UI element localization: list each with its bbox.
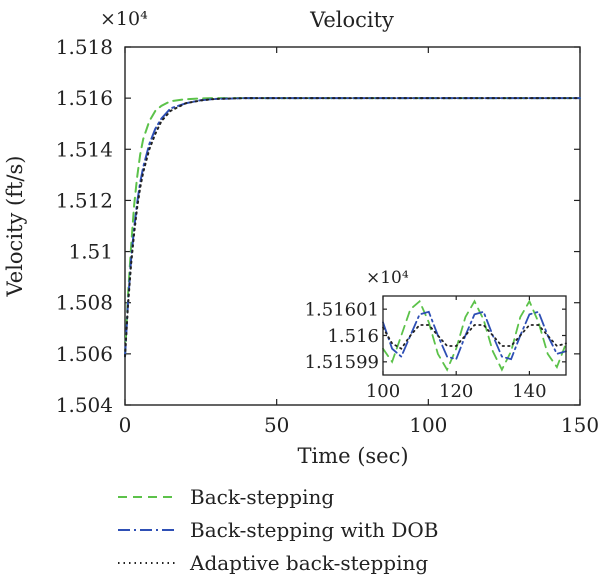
inset-y-axis: 1.51601 1.516 1.51599 — [305, 299, 566, 373]
legend-item: Back-stepping with DOB — [118, 518, 438, 542]
legend-label: Adaptive back-stepping — [189, 551, 428, 575]
chart-title: Velocity — [309, 8, 394, 32]
main-x-axis: 0 50 100 150 — [119, 47, 599, 437]
inset-y-tick-label: 1.51599 — [305, 352, 379, 373]
inset-series-line-3 — [382, 324, 567, 350]
inset-x-axis: 100 120 140 — [366, 296, 547, 402]
main-y-tick-label: 1.512 — [56, 188, 113, 212]
inset-x-tick-label: 120 — [439, 381, 473, 402]
main-plot-frame — [124, 46, 581, 406]
legend: Back-stepping Back-stepping with DOB Adapt… — [118, 485, 438, 575]
main-y-tick-label: 1.508 — [56, 291, 113, 315]
inset-x-tick-label: 140 — [512, 381, 546, 402]
y-multiplier-label: ×10⁴ — [100, 8, 148, 30]
main-x-tick-label: 150 — [561, 413, 599, 437]
main-y-tick-label: 1.514 — [56, 137, 113, 161]
legend-label: Back-stepping — [190, 485, 334, 509]
main-y-tick-label: 1.506 — [56, 342, 113, 366]
main-series-line-3 — [124, 97, 581, 358]
main-x-tick-label: 100 — [409, 413, 447, 437]
legend-label: Back-stepping with DOB — [190, 518, 438, 542]
inset-y-multiplier-label: ×10⁴ — [366, 268, 409, 288]
inset-background — [383, 296, 566, 375]
x-axis-label: Time (sec) — [297, 444, 408, 468]
inset-series-line-2 — [382, 310, 567, 361]
main-plot-area: 0 50 100 150 1.5041.5061.5081.511.5121.5141… — [56, 35, 599, 437]
main-y-axis: 1.504 1.506 1.508 1.51 1.512 1.514 1.516 1.518 — [56, 35, 580, 417]
y-axis-label: Velocity (ft/s) — [3, 156, 27, 298]
inset-y-tick-label: 1.51601 — [305, 299, 379, 320]
inset-series-lines — [382, 299, 567, 372]
main-x-tick-label: 0 — [119, 413, 132, 437]
inset-x-tick-label: 100 — [366, 381, 400, 402]
inset-y-tick-label: 1.516 — [327, 326, 379, 347]
main-y-tick-label: 1.516 — [56, 86, 113, 110]
inset-plot: ×10⁴ 100 120 140 1.51601 1.516 1.51599 — [305, 268, 567, 402]
main-x-tick-label: 50 — [264, 413, 289, 437]
main-series-lines — [124, 97, 581, 358]
legend-item: Adaptive back-stepping — [118, 551, 428, 575]
main-y-tick-label: 1.504 — [56, 393, 113, 417]
inset-series-line-1 — [382, 299, 567, 372]
legend-item: Back-stepping — [118, 485, 334, 509]
main-y-tick-label: 1.51 — [68, 240, 113, 264]
main-y-tick-label: 1.518 — [56, 35, 113, 59]
